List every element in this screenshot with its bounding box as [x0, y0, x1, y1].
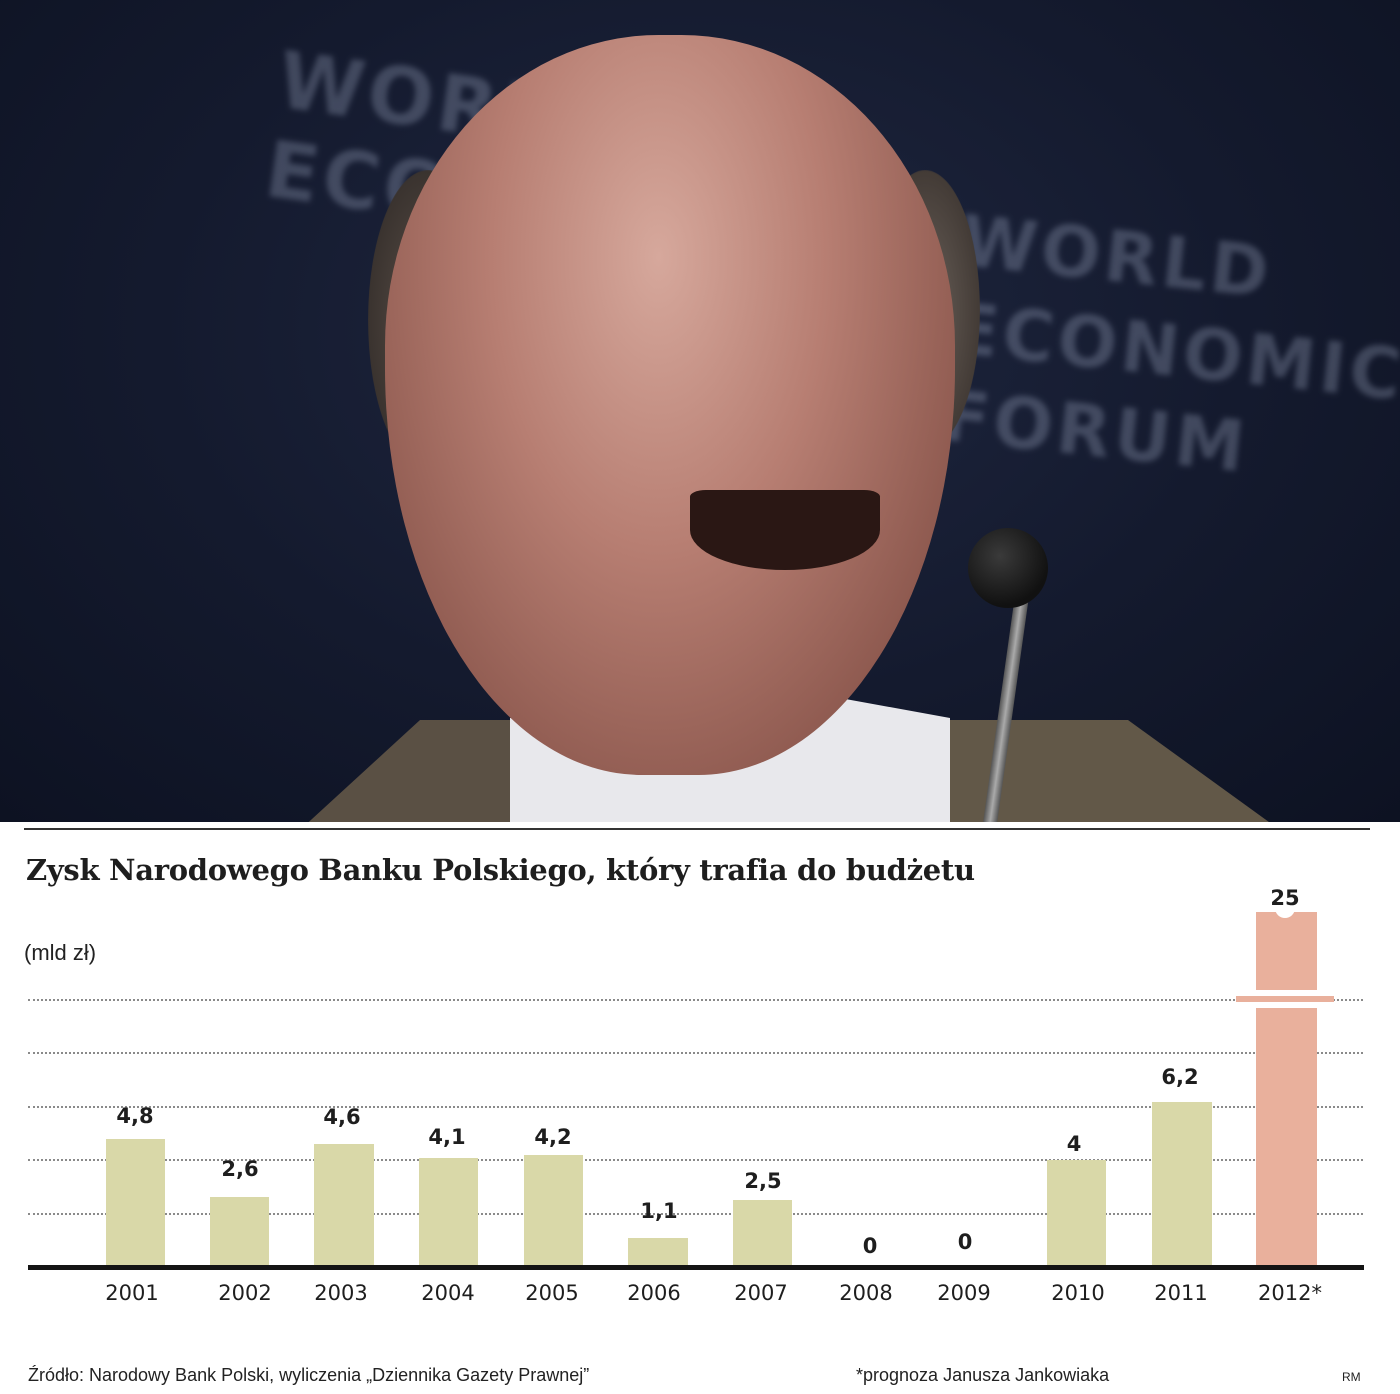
bar-notch — [1275, 906, 1295, 918]
bar-2010 — [1047, 1160, 1106, 1267]
section-divider — [24, 828, 1370, 830]
bar-2012-forecast — [1256, 912, 1317, 1267]
x-tick-label: 2010 — [1051, 1281, 1105, 1305]
bar-2003 — [314, 1144, 374, 1267]
value-label: 0 — [862, 1234, 878, 1258]
bar-2006 — [628, 1238, 688, 1267]
x-axis-baseline — [28, 1265, 1364, 1270]
chart-title: Zysk Narodowego Banku Polskiego, który t… — [26, 853, 975, 887]
gridline — [28, 1213, 1363, 1215]
bar-2004 — [419, 1158, 478, 1267]
value-label: 4 — [1066, 1132, 1082, 1156]
gridline — [28, 1052, 1363, 1054]
forecast-footnote: *prognoza Janusza Jankowiaka — [856, 1365, 1110, 1385]
x-tick-label: 2012* — [1258, 1281, 1322, 1305]
gridline — [28, 1159, 1363, 1161]
bar-2002 — [210, 1197, 269, 1267]
x-tick-label: 2005 — [525, 1281, 579, 1305]
value-label: 4,6 — [323, 1105, 361, 1129]
x-tick-label: 2008 — [839, 1281, 893, 1305]
bar-2005 — [524, 1155, 583, 1267]
bar-2011 — [1152, 1102, 1212, 1267]
x-tick-label: 2011 — [1154, 1281, 1208, 1305]
x-tick-label: 2002 — [218, 1281, 272, 1305]
value-label: 4,1 — [428, 1125, 466, 1149]
face — [385, 35, 955, 775]
x-tick-label: 2006 — [627, 1281, 681, 1305]
x-tick-label: 2009 — [937, 1281, 991, 1305]
bar-2007 — [733, 1200, 792, 1267]
value-label: 1,1 — [640, 1199, 678, 1223]
x-tick-label: 2004 — [421, 1281, 475, 1305]
smile — [690, 490, 880, 570]
chart-unit-label: (mld zł) — [24, 940, 97, 965]
author-credit: RM — [1342, 1370, 1361, 1384]
gridline — [28, 1106, 1363, 1108]
value-label: 25 — [1270, 886, 1300, 910]
value-label: 0 — [957, 1230, 973, 1254]
microphone-icon — [968, 528, 1048, 608]
value-label: 2,6 — [221, 1157, 259, 1181]
value-label: 2,5 — [744, 1169, 782, 1193]
x-tick-label: 2003 — [314, 1281, 368, 1305]
value-label: 4,2 — [534, 1125, 572, 1149]
value-label: 4,8 — [116, 1104, 154, 1128]
x-tick-label: 2007 — [734, 1281, 788, 1305]
bar-2001 — [106, 1139, 165, 1267]
x-tick-label: 2001 — [105, 1281, 159, 1305]
gridline — [28, 999, 1363, 1001]
source-note: Źródło: Narodowy Bank Polski, wyliczenia… — [28, 1365, 590, 1385]
value-label: 6,2 — [1161, 1065, 1199, 1089]
photo-finance-minister: WORLD ECONOMIC WORLD ECONOMIC FORUM — [0, 0, 1400, 822]
axis-break-band — [1236, 996, 1334, 1002]
